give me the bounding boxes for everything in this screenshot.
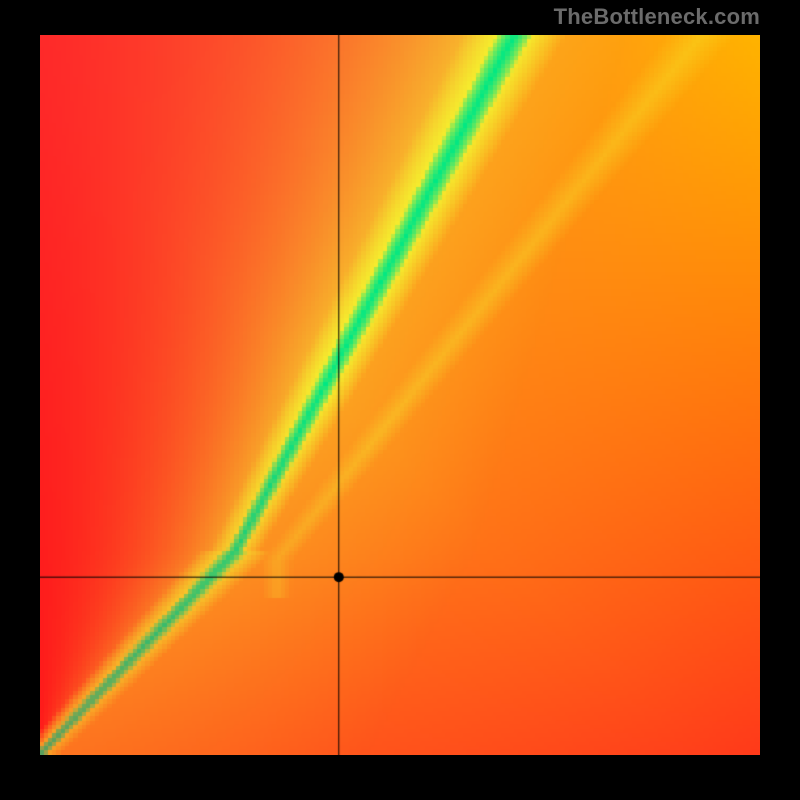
chart-frame: TheBottleneck.com bbox=[0, 0, 800, 800]
heatmap-canvas bbox=[40, 35, 760, 755]
watermark-label: TheBottleneck.com bbox=[554, 4, 760, 30]
heatmap-plot bbox=[40, 35, 760, 755]
